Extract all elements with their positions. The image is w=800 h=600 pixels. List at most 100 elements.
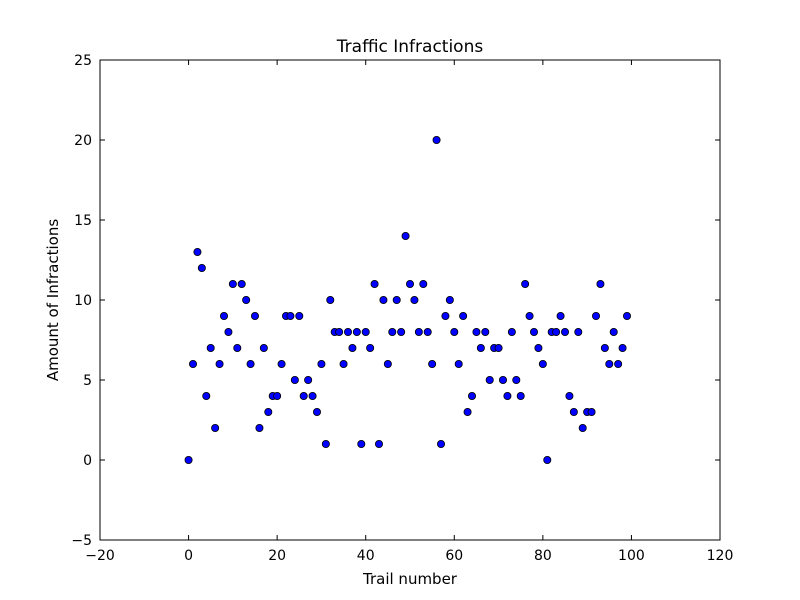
data-point: [552, 327, 561, 336]
data-point: [335, 327, 344, 336]
data-point: [525, 311, 534, 320]
data-point: [242, 295, 251, 304]
y-tick-label: 0: [83, 453, 92, 469]
data-point: [383, 359, 392, 368]
x-tick-label: −20: [85, 548, 115, 564]
data-point: [277, 359, 286, 368]
data-point: [410, 295, 419, 304]
data-point: [228, 279, 237, 288]
data-point: [219, 311, 228, 320]
data-point: [233, 343, 242, 352]
data-point: [206, 343, 215, 352]
y-tick-label: 15: [74, 213, 92, 229]
data-point: [188, 359, 197, 368]
data-point: [374, 439, 383, 448]
x-tick-label: 120: [707, 548, 734, 564]
data-point: [512, 375, 521, 384]
data-point: [259, 343, 268, 352]
x-tick-label: 100: [618, 548, 645, 564]
chart-title: Traffic Infractions: [336, 37, 484, 57]
data-point: [405, 279, 414, 288]
data-point: [295, 311, 304, 320]
y-tick-label: 20: [74, 133, 92, 149]
y-axis-label: Amount of Infractions: [44, 219, 62, 381]
data-point: [530, 327, 539, 336]
x-tick-label: 20: [268, 548, 286, 564]
data-point: [618, 343, 627, 352]
data-point: [538, 359, 547, 368]
data-point: [250, 311, 259, 320]
data-point: [339, 359, 348, 368]
data-point: [565, 391, 574, 400]
data-point: [592, 311, 601, 320]
data-point: [255, 423, 264, 432]
data-point: [467, 391, 476, 400]
data-point: [498, 375, 507, 384]
data-point: [503, 391, 512, 400]
data-point: [370, 279, 379, 288]
data-point: [197, 263, 206, 272]
data-point: [485, 375, 494, 384]
x-tick-label: 60: [445, 548, 463, 564]
data-point: [596, 279, 605, 288]
data-point: [273, 391, 282, 400]
data-point: [246, 359, 255, 368]
data-point: [388, 327, 397, 336]
data-point: [304, 375, 313, 384]
data-point: [317, 359, 326, 368]
data-point: [428, 359, 437, 368]
x-tick-label: 80: [534, 548, 552, 564]
data-point: [286, 311, 295, 320]
data-point: [193, 247, 202, 256]
data-point: [476, 343, 485, 352]
data-point: [352, 327, 361, 336]
data-point: [224, 327, 233, 336]
data-point: [459, 311, 468, 320]
data-point: [441, 311, 450, 320]
data-point: [574, 327, 583, 336]
data-point: [494, 343, 503, 352]
y-tick-label: 25: [74, 53, 92, 69]
data-point: [308, 391, 317, 400]
data-point: [432, 135, 441, 144]
data-point: [605, 359, 614, 368]
data-point: [450, 327, 459, 336]
data-point: [348, 343, 357, 352]
y-tick-label: 10: [74, 293, 92, 309]
data-point: [357, 439, 366, 448]
data-point: [423, 327, 432, 336]
data-point: [379, 295, 388, 304]
data-point: [321, 439, 330, 448]
data-point: [184, 455, 193, 464]
data-point: [211, 423, 220, 432]
data-point: [326, 295, 335, 304]
data-point: [414, 327, 423, 336]
data-point: [397, 327, 406, 336]
data-point: [481, 327, 490, 336]
data-point: [507, 327, 516, 336]
y-tick-label: 5: [83, 373, 92, 389]
data-point: [587, 407, 596, 416]
data-point: [623, 311, 632, 320]
data-point: [521, 279, 530, 288]
data-point: [569, 407, 578, 416]
data-point: [401, 231, 410, 240]
data-point: [202, 391, 211, 400]
data-point: [343, 327, 352, 336]
data-point: [392, 295, 401, 304]
data-point: [445, 295, 454, 304]
data-point: [299, 391, 308, 400]
data-point: [578, 423, 587, 432]
data-point: [614, 359, 623, 368]
data-point: [556, 311, 565, 320]
data-point: [472, 327, 481, 336]
data-point: [463, 407, 472, 416]
data-point: [290, 375, 299, 384]
data-point: [516, 391, 525, 400]
data-point: [361, 327, 370, 336]
data-point: [264, 407, 273, 416]
data-point: [543, 455, 552, 464]
data-point: [609, 327, 618, 336]
data-point: [312, 407, 321, 416]
